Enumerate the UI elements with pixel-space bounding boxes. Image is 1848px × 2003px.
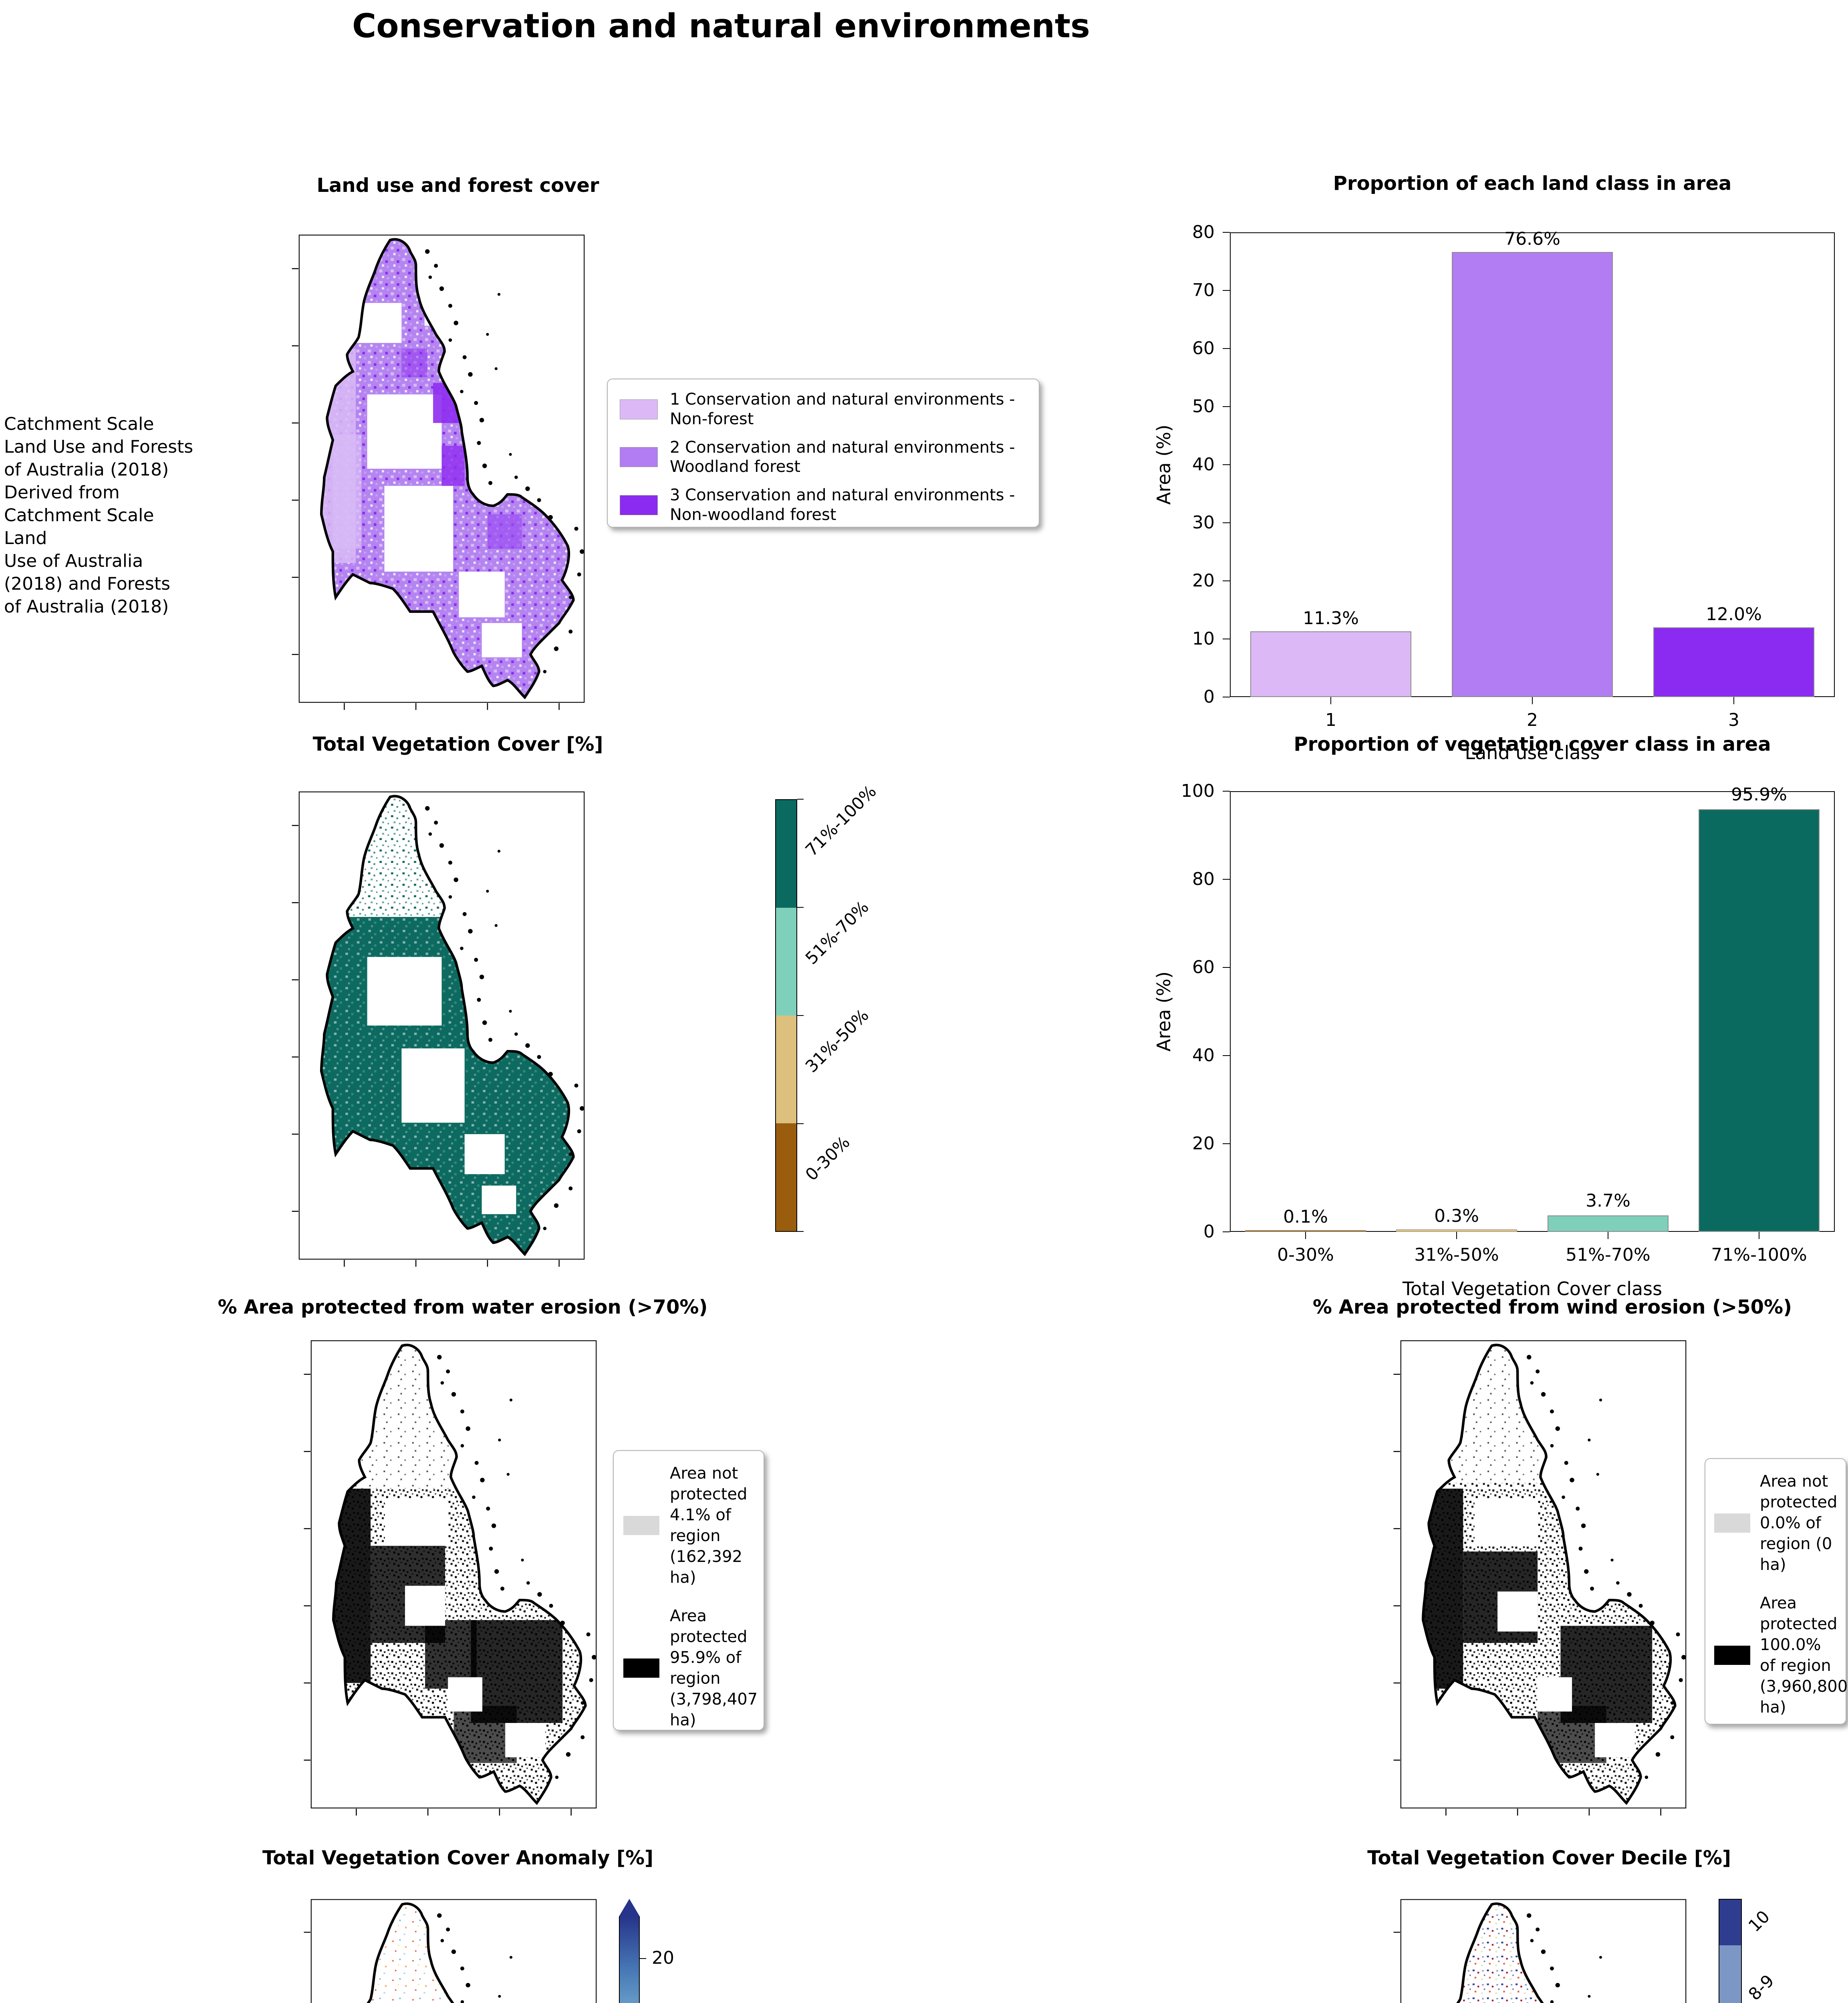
page-title: Conservation and natural environments [352, 7, 1090, 45]
legend-label: Area protected 95.9% of region (3,798,40… [670, 1607, 758, 1729]
water-erosion-legend: Area not protected 4.1% of region (162,3… [613, 1450, 764, 1731]
ytick-label: 50 [1192, 396, 1215, 417]
legend-item: 1 Conservation and natural environments … [620, 390, 1027, 429]
ytick-label: 100 [1181, 781, 1215, 801]
legend-label: 1 Conservation and natural environments … [670, 390, 1015, 428]
legend-swatch-not-protected [1714, 1513, 1750, 1533]
ytick-label: 0 [1203, 1221, 1215, 1242]
bar-value-label: 11.3% [1303, 608, 1359, 629]
colorbar-label: 0-30% [801, 1132, 854, 1185]
ytick-label: 80 [1192, 869, 1215, 889]
water-erosion-title: % Area protected from water erosion (>70… [218, 1296, 708, 1318]
bar-value-label: 12.0% [1706, 604, 1762, 625]
ytick-label: 20 [1192, 1133, 1215, 1154]
legend-swatch-class1 [620, 399, 658, 419]
legend-item: 3 Conservation and natural environments … [620, 486, 1027, 525]
bar-71-100 [1699, 809, 1820, 1232]
wind-erosion-legend: Area not protected 0.0% of region (0 ha)… [1705, 1458, 1848, 1725]
legend-label: Area protected 100.0% of region (3,960,8… [1760, 1594, 1848, 1717]
bar-value-label: 3.7% [1586, 1191, 1630, 1211]
legend-swatch-class3 [620, 495, 658, 515]
colorbar-label: 71%-100% [801, 781, 880, 860]
water-erosion-map [303, 1340, 597, 1816]
legend-swatch-not-protected [623, 1516, 659, 1535]
landuse-map-title: Land use and forest cover [316, 174, 599, 197]
legend-label: Area not protected 0.0% of region (0 ha) [1760, 1472, 1838, 1574]
colorbar-label: 8-9 [1744, 1971, 1778, 2003]
ytick-label: 80 [1192, 222, 1215, 242]
legend-swatch-protected [1714, 1646, 1750, 1665]
bar-value-label: 95.9% [1731, 784, 1787, 805]
ytick-label: 30 [1192, 512, 1215, 533]
legend-label: 2 Conservation and natural environments … [670, 438, 1015, 476]
landclass-chart-title: Proportion of each land class in area [1333, 172, 1732, 195]
ytick-label: 10 [1192, 629, 1215, 649]
anomaly-side-note: Anomaly show how many percetage points e… [3, 1999, 187, 2003]
xtick-label: 51%-70% [1566, 1245, 1651, 1265]
landuse-side-note: Catchment Scale Land Use and Forests of … [4, 414, 193, 617]
wind-erosion-title: % Area protected from wind erosion (>50%… [1312, 1296, 1792, 1318]
decile-map [1393, 1899, 1687, 2003]
bar-class2 [1452, 252, 1613, 697]
xtick-label: 31%-50% [1414, 1245, 1499, 1265]
ytick-label: 40 [1192, 454, 1215, 475]
legend-item: Area not protected 0.0% of region (0 ha) [1714, 1471, 1837, 1575]
legend-label: 3 Conservation and natural environments … [670, 486, 1015, 524]
vegclass-chart-xlabel: Total Vegetation Cover class [1402, 1278, 1663, 1300]
bar-value-label: 0.3% [1434, 1206, 1479, 1226]
landclass-chart-xlabel: Land use class [1465, 742, 1600, 764]
xtick-label: 1 [1325, 710, 1336, 730]
ytick-label: 40 [1192, 1045, 1215, 1066]
legend-item: Area protected 100.0% of region (3,960,8… [1714, 1593, 1848, 1718]
vegcover-colorbar [775, 799, 797, 1232]
landuse-legend: 1 Conservation and natural environments … [607, 379, 1040, 528]
xtick-label: 0-30% [1277, 1245, 1334, 1265]
ytick-label: 60 [1192, 957, 1215, 977]
decile-map-title: Total Vegetation Cover Decile [%] [1367, 1847, 1731, 1869]
colorbar-label: 31%-50% [801, 1005, 873, 1076]
ytick-label: 60 [1192, 338, 1215, 359]
vegclass-chart-title: Proportion of vegetation cover class in … [1294, 733, 1771, 756]
bar-value-label: 0.1% [1283, 1207, 1328, 1227]
vegcover-map-title: Total Vegetation Cover [%] [312, 733, 603, 756]
ytick-label: 20 [1192, 570, 1215, 591]
xtick-label: 71%-100% [1711, 1245, 1807, 1265]
bar-0-30 [1245, 1230, 1366, 1232]
legend-label: Area not protected 4.1% of region (162,3… [670, 1464, 748, 1587]
colorbar-label: 10 [1744, 1906, 1774, 1936]
vegcover-map [291, 791, 585, 1267]
legend-item: Area not protected 4.1% of region (162,3… [623, 1463, 754, 1588]
landuse-map [291, 234, 585, 711]
anomaly-colorbar-top-arrow [619, 1899, 640, 1916]
xtick-label: 3 [1728, 710, 1739, 730]
wind-erosion-map [1393, 1340, 1687, 1816]
ytick-label: 0 [1203, 687, 1215, 707]
bar-class1 [1250, 631, 1411, 697]
bar-class3 [1653, 627, 1814, 697]
bar-value-label: 76.6% [1504, 229, 1560, 249]
xtick-label: 2 [1527, 710, 1538, 730]
legend-swatch-protected [623, 1658, 659, 1678]
anomaly-colorbar [619, 1916, 640, 2003]
bar-31-50 [1396, 1229, 1517, 1232]
legend-item: 2 Conservation and natural environments … [620, 438, 1027, 477]
decile-colorbar [1719, 1899, 1742, 2003]
vegclass-chart-ylabel: Area (%) [1153, 971, 1175, 1052]
legend-swatch-class2 [620, 447, 658, 468]
legend-item: Area protected 95.9% of region (3,798,40… [623, 1606, 758, 1731]
cbar-tick-label: 20 [652, 1948, 674, 1968]
anomaly-map-title: Total Vegetation Cover Anomaly [%] [262, 1847, 653, 1869]
bar-51-70 [1548, 1215, 1669, 1232]
anomaly-map [303, 1899, 597, 2003]
ytick-label: 70 [1192, 280, 1215, 300]
colorbar-label: 51%-70% [801, 897, 873, 968]
